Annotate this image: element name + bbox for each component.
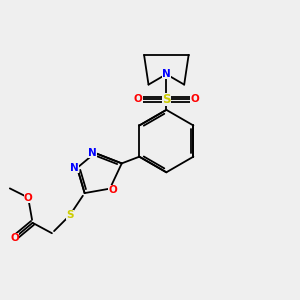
Text: N: N xyxy=(162,69,171,79)
Text: O: O xyxy=(24,193,32,202)
Text: N: N xyxy=(88,148,97,158)
Text: O: O xyxy=(190,94,199,104)
Text: S: S xyxy=(66,210,74,220)
Text: S: S xyxy=(162,93,171,106)
Text: O: O xyxy=(11,233,19,243)
Text: O: O xyxy=(134,94,142,104)
Text: O: O xyxy=(109,185,117,195)
Text: N: N xyxy=(70,163,79,173)
